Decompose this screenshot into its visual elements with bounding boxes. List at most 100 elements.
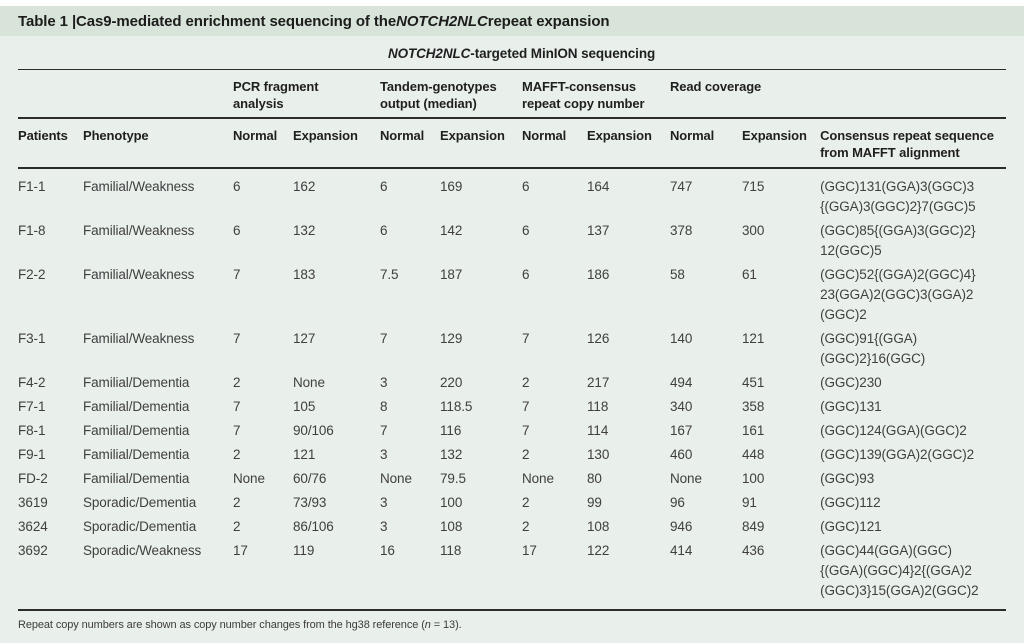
pcr-normal-cell: 17 [233,539,293,611]
tg-normal-cell: 6 [380,223,388,238]
read-expansion-cell: 161 [742,423,765,438]
table-row: 3624 Sporadic/Dementia 2 86/106 3 108 2 108 946 8… [18,515,1006,539]
table-title-prefix: Table 1 | [18,12,77,30]
tg-expansion-cell: 116 [440,423,462,438]
patient-id-cell: F2-2 [18,267,46,282]
table-title: Table 1 | Cas9-mediated enrichment seque… [0,6,1024,36]
patient-id-cell: 3624 [18,519,48,534]
gene-name-italic: NOTCH2NLC [387,46,471,61]
consensus-cell: (GGC)230 [820,375,882,390]
col-header-read-normal: Normal [670,118,742,169]
read-expansion-cell: 448 [742,447,765,462]
col-header-tg-expansion: Expansion [440,118,522,169]
consensus-cell: (GGC)91{(GGA) (GGC)2}16(GGC) [820,331,926,366]
read-expansion-cell: 100 [742,471,765,486]
read-normal-cell: 946 [670,519,693,534]
phenotype-cell: Sporadic/Dementia [83,495,197,510]
patient-id-cell: F4-2 [18,375,46,390]
consensus-cell: (GGC)93 [820,471,875,486]
column-group-tandem-genotypes: Tandem-genotypes output (median) [380,69,522,119]
read-expansion-cell: 849 [742,519,765,534]
read-normal-cell: 460 [670,447,693,462]
mafft-expansion-cell: 126 [587,331,610,346]
tg-expansion-cell: 220 [440,375,463,390]
pcr-normal-cell: 2 [233,447,241,462]
pcr-normal-cell: 7 [233,399,241,414]
pcr-normal-cell: 2 [233,519,241,534]
table-row: F3-1 Familial/Weakness 7 127 7 129 7 126 140 121 (… [18,327,1006,371]
table-title-text: Cas9-mediated enrichment sequencing of t… [76,12,397,30]
pcr-expansion-cell: 119 [293,539,380,611]
pcr-normal-cell: 6 [233,223,241,238]
pcr-normal-cell: 7 [233,423,241,438]
patient-id-cell: FD-2 [18,471,48,486]
tg-normal-cell: 7 [380,423,388,438]
pcr-expansion-cell: 162 [293,179,316,194]
read-expansion-cell: 61 [742,267,757,282]
mafft-normal-cell: 2 [522,519,530,534]
phenotype-cell: Familial/Weakness [83,179,195,194]
table-row: F7-1 Familial/Dementia 7 105 8 118.5 7 118 340 35… [18,395,1006,419]
tg-normal-cell: 3 [380,375,388,390]
footnote-text: Repeat copy numbers are shown as copy nu… [18,619,425,631]
mafft-normal-cell: 7 [522,331,530,346]
tg-expansion-cell: 100 [440,495,463,510]
column-group-mafft: MAFFT-consensus repeat copy number [522,69,670,119]
top-margin [0,0,1024,6]
read-expansion-cell: 436 [742,539,821,611]
read-normal-cell: 747 [670,179,693,194]
mafft-expansion-cell: 122 [587,539,670,611]
mafft-normal-cell: 2 [522,495,530,510]
tg-expansion-cell: 108 [440,519,463,534]
tg-normal-cell: 7 [380,331,388,346]
read-normal-cell: 378 [670,223,693,238]
phenotype-cell: Familial/Weakness [83,267,195,282]
column-group-pcr: PCR fragment analysis [233,69,380,119]
pcr-expansion-cell: 127 [293,331,316,346]
table-row: F9-1 Familial/Dementia 2 121 3 132 2 130 460 448 (… [18,443,1006,467]
table-row: F4-2 Familial/Dementia 2 None 3 220 2 217 494 451… [18,371,1006,395]
pcr-expansion-cell: 86/106 [293,519,334,534]
read-normal-cell: 140 [670,331,693,346]
patient-id-cell: 3692 [18,539,83,611]
mafft-normal-cell: 6 [522,179,530,194]
column-group-read-coverage: Read coverage [670,69,821,119]
consensus-cell: (GGC)124(GGA)(GGC)2 [820,423,967,438]
col-header-phenotype: Phenotype [83,118,233,169]
mafft-expansion-cell: 118 [587,399,609,414]
column-header-row: Patients Phenotype Normal Expansion Norm… [18,118,1007,169]
consensus-cell: (GGC)112 [820,495,881,510]
table-row: FD-2 Familial/Dementia None 60/76 None 79.5 No… [18,467,1006,491]
col-header-mafft-normal: Normal [522,118,587,169]
table-row: F1-8 Familial/Weakness 6 132 6 142 6 137 378 300 (… [18,219,1006,263]
tg-expansion-cell: 118 [440,539,522,611]
mafft-normal-cell: 7 [522,399,530,414]
pcr-normal-cell: 7 [233,267,241,282]
mafft-expansion-cell: 108 [587,519,610,534]
patient-id-cell: F8-1 [18,423,46,438]
tg-expansion-cell: 132 [440,447,463,462]
mafft-expansion-cell: 164 [587,179,610,194]
read-expansion-cell: 358 [742,399,765,414]
table-body: F1-1 Familial/Weakness 6 162 6 169 6 164 747 715(… [18,168,1007,611]
pcr-expansion-cell: 73/93 [293,495,327,510]
tg-expansion-cell: 169 [440,179,463,194]
pcr-expansion-cell: 60/76 [293,471,327,486]
spanning-header-row: NOTCH2NLC-targeted MinION sequencing [18,36,1007,70]
table-row: F2-2 Familial/Weakness 7 183 7.5 187 6 186 58 61 (… [18,263,1006,327]
consensus-cell: (GGC)131(GGA)3(GGC)3 {(GGA)3(GGC)2}7(GGC… [820,179,976,214]
tg-normal-cell: 3 [380,447,388,462]
table-area: NOTCH2NLC-targeted MinION sequencing PCR… [0,36,1024,643]
mafft-expansion-cell: 217 [587,375,610,390]
pcr-expansion-cell: 121 [293,447,316,462]
pcr-expansion-cell: 105 [293,399,316,414]
footnote-text-end: = 13). [430,619,462,631]
tg-normal-cell: 16 [380,539,440,611]
pcr-normal-cell: 6 [233,179,241,194]
gene-name-italic: NOTCH2NLC [396,12,488,30]
col-header-tg-normal: Normal [380,118,440,169]
mafft-expansion-cell: 80 [587,471,602,486]
mafft-normal-cell: 6 [522,267,530,282]
tg-expansion-cell: 118.5 [440,399,473,414]
